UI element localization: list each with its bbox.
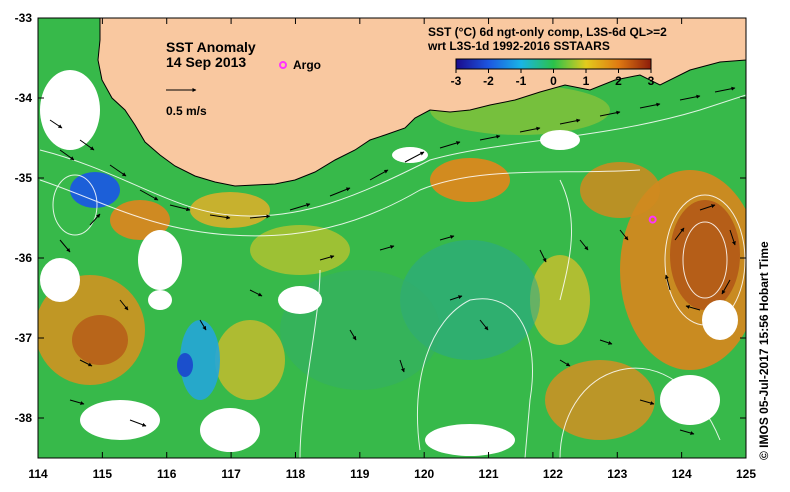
colorbar-tick-label: 3 bbox=[648, 74, 655, 88]
x-tick-label: 116 bbox=[157, 467, 177, 481]
colorbar-title-line1: SST (°C) 6d ngt-only comp, L3S-6d QL>=2 bbox=[428, 25, 667, 39]
x-tick-label: 123 bbox=[607, 467, 627, 481]
colorbar bbox=[455, 58, 652, 70]
plot-frame bbox=[37, 17, 747, 459]
map-title: SST Anomaly bbox=[166, 39, 256, 55]
x-tick-label: 118 bbox=[286, 467, 306, 481]
x-tick-label: 117 bbox=[221, 467, 241, 481]
x-tick-label: 121 bbox=[479, 467, 499, 481]
colorbar-tick-label: -3 bbox=[451, 74, 462, 88]
argo-legend-icon bbox=[279, 61, 287, 69]
x-axis: 114 115 116 117 118 119 120 121 122 123 124 125 bbox=[28, 18, 756, 481]
colorbar-tick-label: -2 bbox=[483, 74, 494, 88]
x-tick-label: 119 bbox=[350, 467, 370, 481]
colorbar-tick-label: -1 bbox=[516, 74, 527, 88]
y-tick-label: -33 bbox=[15, 11, 33, 25]
colorbar-title-line2: wrt L3S-1d 1992-2016 SSTAARS bbox=[427, 39, 610, 53]
y-tick-label: -37 bbox=[15, 331, 33, 345]
argo-legend-label: Argo bbox=[293, 58, 321, 72]
colorbar-tick-label: 0 bbox=[550, 74, 557, 88]
colorbar-tick-label: 1 bbox=[583, 74, 590, 88]
x-tick-label: 122 bbox=[543, 467, 563, 481]
x-tick-label: 115 bbox=[93, 467, 113, 481]
y-tick-label: -36 bbox=[15, 251, 33, 265]
x-tick-label: 114 bbox=[28, 467, 48, 481]
argo-float-marker bbox=[648, 215, 657, 224]
y-axis: -33-34-35-36-37-38 bbox=[15, 11, 746, 425]
velocity-arrows bbox=[49, 86, 736, 435]
velocity-scale-label: 0.5 m/s bbox=[166, 104, 207, 118]
colorbar-ticks: -3 -2 -1 0 1 2 3 bbox=[451, 69, 655, 88]
y-tick-label: -34 bbox=[15, 91, 33, 105]
x-tick-label: 125 bbox=[736, 467, 756, 481]
x-tick-label: 124 bbox=[672, 467, 692, 481]
credit-container: © IMOS 05-Jul-2017 15:56 Hobart Time bbox=[757, 241, 771, 461]
credit-text: © IMOS 05-Jul-2017 15:56 Hobart Time bbox=[757, 241, 771, 460]
y-tick-label: -35 bbox=[15, 171, 33, 185]
x-tick-label: 120 bbox=[414, 467, 434, 481]
y-tick-label: -38 bbox=[15, 411, 33, 425]
colorbar-tick-label: 2 bbox=[615, 74, 622, 88]
map-date: 14 Sep 2013 bbox=[166, 54, 246, 70]
